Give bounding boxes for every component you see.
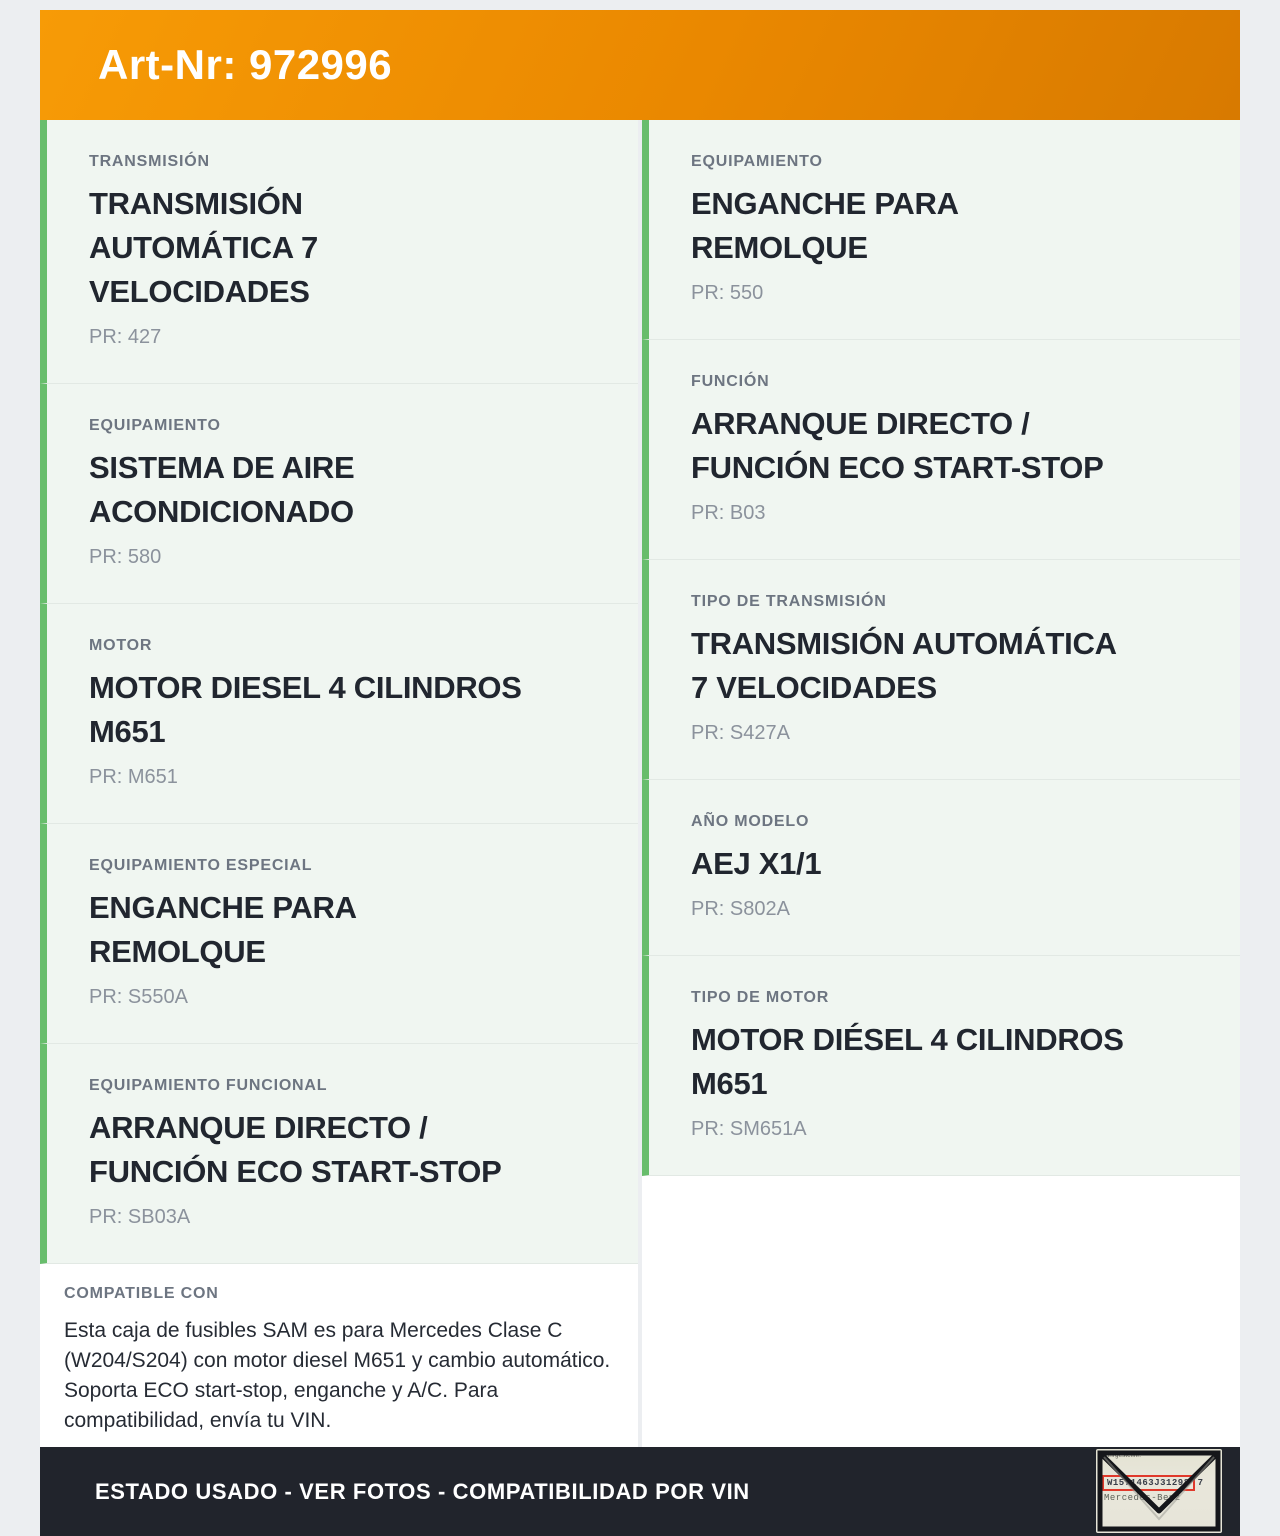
spec-title: MOTOR DIÉSEL 4 CILINDROS M651 <box>691 1022 1124 1101</box>
spec-title: ARRANQUE DIRECTO / FUNCIÓN ECO START-STO… <box>89 1110 502 1189</box>
spec-card-equipamiento-remolque: EQUIPAMIENTO ENGANCHE PARA REMOLQUE PR: … <box>642 120 1240 340</box>
spec-category-label: TRANSMISIÓN <box>89 153 210 170</box>
left-column-filler <box>40 1436 638 1447</box>
spec-category-label: EQUIPAMIENTO <box>89 417 221 434</box>
article-number-title: Art-Nr: 972996 <box>98 41 393 88</box>
spec-pr-code: PR: SB03A <box>89 1206 191 1228</box>
spec-pr-code: PR: 550 <box>691 282 764 304</box>
envelope-icon <box>1097 1450 1221 1532</box>
compatibility-section: COMPATIBLE CON Esta caja de fusibles SAM… <box>40 1264 638 1436</box>
spec-card-equipamiento-especial: EQUIPAMIENTO ESPECIAL ENGANCHE PARA REMO… <box>40 824 638 1044</box>
vin-doc-brand: Mercedes-Benz <box>1104 1493 1181 1503</box>
spec-column-right: EQUIPAMIENTO ENGANCHE PARA REMOLQUE PR: … <box>642 120 1240 1447</box>
spec-columns: TRANSMISIÓN TRANSMISIÓN AUTOMÁTICA 7 VEL… <box>40 120 1240 1447</box>
compatibility-label: COMPATIBLE CON <box>64 1285 219 1302</box>
footer-bar: ESTADO USADO - VER FOTOS - COMPATIBILIDA… <box>40 1447 1240 1536</box>
spec-card-tipo-transmision: TIPO DE TRANSMISIÓN TRANSMISIÓN AUTOMÁTI… <box>642 560 1240 780</box>
spec-card-transmision: TRANSMISIÓN TRANSMISIÓN AUTOMÁTICA 7 VEL… <box>40 120 638 384</box>
spec-category-label: EQUIPAMIENTO <box>691 153 823 170</box>
spec-pr-code: PR: 580 <box>89 546 162 568</box>
spec-card-equipamiento-funcional: EQUIPAMIENTO FUNCIONAL ARRANQUE DIRECTO … <box>40 1044 638 1264</box>
spec-title: AEJ X1/1 <box>691 846 822 881</box>
spec-column-left: TRANSMISIÓN TRANSMISIÓN AUTOMÁTICA 7 VEL… <box>40 120 638 1447</box>
spec-card-tipo-motor: TIPO DE MOTOR MOTOR DIÉSEL 4 CILINDROS M… <box>642 956 1240 1176</box>
compatibility-text: Esta caja de fusibles SAM es para Merced… <box>64 1319 611 1432</box>
spec-card-motor: MOTOR MOTOR DIESEL 4 CILINDROS M651 PR: … <box>40 604 638 824</box>
header-banner: Art-Nr: 972996 <box>40 10 1240 120</box>
spec-title: TRANSMISIÓN AUTOMÁTICA 7 VELOCIDADES <box>691 626 1117 705</box>
vin-document-thumbnail: Fahrgestellnr. W1571463J31298 7 Mercedes… <box>1096 1449 1222 1533</box>
spec-category-label: TIPO DE MOTOR <box>691 989 830 1006</box>
spec-card-funcion: FUNCIÓN ARRANQUE DIRECTO / FUNCIÓN ECO S… <box>642 340 1240 560</box>
right-column-filler <box>642 1176 1240 1447</box>
spec-category-label: AÑO MODELO <box>691 813 810 830</box>
spec-pr-code: PR: S550A <box>89 986 188 1008</box>
spec-card-equipamiento: EQUIPAMIENTO SISTEMA DE AIRE ACONDICIONA… <box>40 384 638 604</box>
spec-title: ENGANCHE PARA REMOLQUE <box>89 890 357 969</box>
spec-pr-code: PR: B03 <box>691 502 766 524</box>
spec-category-label: EQUIPAMIENTO ESPECIAL <box>89 857 313 874</box>
vin-row: W1571463J31298 7 <box>1102 1475 1216 1491</box>
spec-title: SISTEMA DE AIRE ACONDICIONADO <box>89 450 355 529</box>
spec-title: MOTOR DIESEL 4 CILINDROS M651 <box>89 670 522 749</box>
spec-pr-code: PR: S802A <box>691 898 790 920</box>
vin-highlight-box: W1571463J31298 <box>1102 1475 1195 1491</box>
spec-category-label: FUNCIÓN <box>691 373 770 390</box>
spec-title: ARRANQUE DIRECTO / FUNCIÓN ECO START-STO… <box>691 406 1104 485</box>
spec-pr-code: PR: 427 <box>89 326 162 348</box>
vin-doc-label: Fahrgestellnr. <box>1102 1453 1142 1459</box>
spec-pr-code: PR: M651 <box>89 766 178 788</box>
spec-pr-code: PR: S427A <box>691 722 790 744</box>
spec-card-ano-modelo: AÑO MODELO AEJ X1/1 PR: S802A <box>642 780 1240 956</box>
spec-category-label: MOTOR <box>89 637 153 654</box>
vin-suffix: 7 <box>1197 1478 1204 1488</box>
footer-status-text: ESTADO USADO - VER FOTOS - COMPATIBILIDA… <box>95 1478 750 1504</box>
registration-document: Fahrgestellnr. W1571463J31298 7 Mercedes… <box>1096 1449 1222 1533</box>
spec-category-label: EQUIPAMIENTO FUNCIONAL <box>89 1077 328 1094</box>
spec-title: TRANSMISIÓN AUTOMÁTICA 7 VELOCIDADES <box>89 186 318 309</box>
spec-title: ENGANCHE PARA REMOLQUE <box>691 186 959 265</box>
spec-category-label: TIPO DE TRANSMISIÓN <box>691 593 887 610</box>
spec-pr-code: PR: SM651A <box>691 1118 807 1140</box>
